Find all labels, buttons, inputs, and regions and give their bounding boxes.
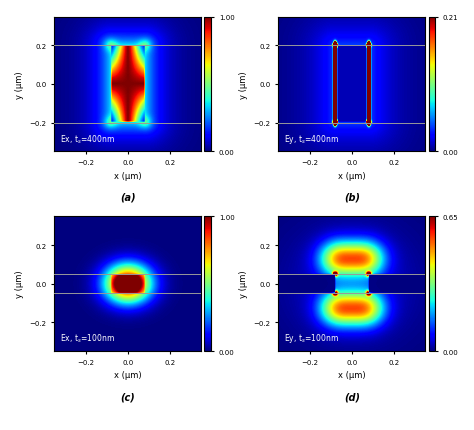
Y-axis label: y (μm): y (μm) <box>15 71 24 98</box>
Y-axis label: y (μm): y (μm) <box>239 71 248 98</box>
Text: (b): (b) <box>344 193 360 203</box>
Text: (a): (a) <box>120 193 136 203</box>
Text: (c): (c) <box>120 392 135 402</box>
Text: Ex, t$_s$=100nm: Ex, t$_s$=100nm <box>60 332 115 344</box>
X-axis label: x (μm): x (μm) <box>338 371 365 379</box>
Text: Ex, t$_s$=400nm: Ex, t$_s$=400nm <box>60 133 115 145</box>
X-axis label: x (μm): x (μm) <box>114 371 142 379</box>
Text: (d): (d) <box>344 392 360 402</box>
Y-axis label: y (μm): y (μm) <box>239 270 248 298</box>
X-axis label: x (μm): x (μm) <box>114 171 142 180</box>
X-axis label: x (μm): x (μm) <box>338 171 365 180</box>
Y-axis label: y (μm): y (μm) <box>15 270 24 298</box>
Text: Ey, t$_s$=100nm: Ey, t$_s$=100nm <box>284 332 339 344</box>
Text: Ey, t$_s$=400nm: Ey, t$_s$=400nm <box>284 132 339 145</box>
